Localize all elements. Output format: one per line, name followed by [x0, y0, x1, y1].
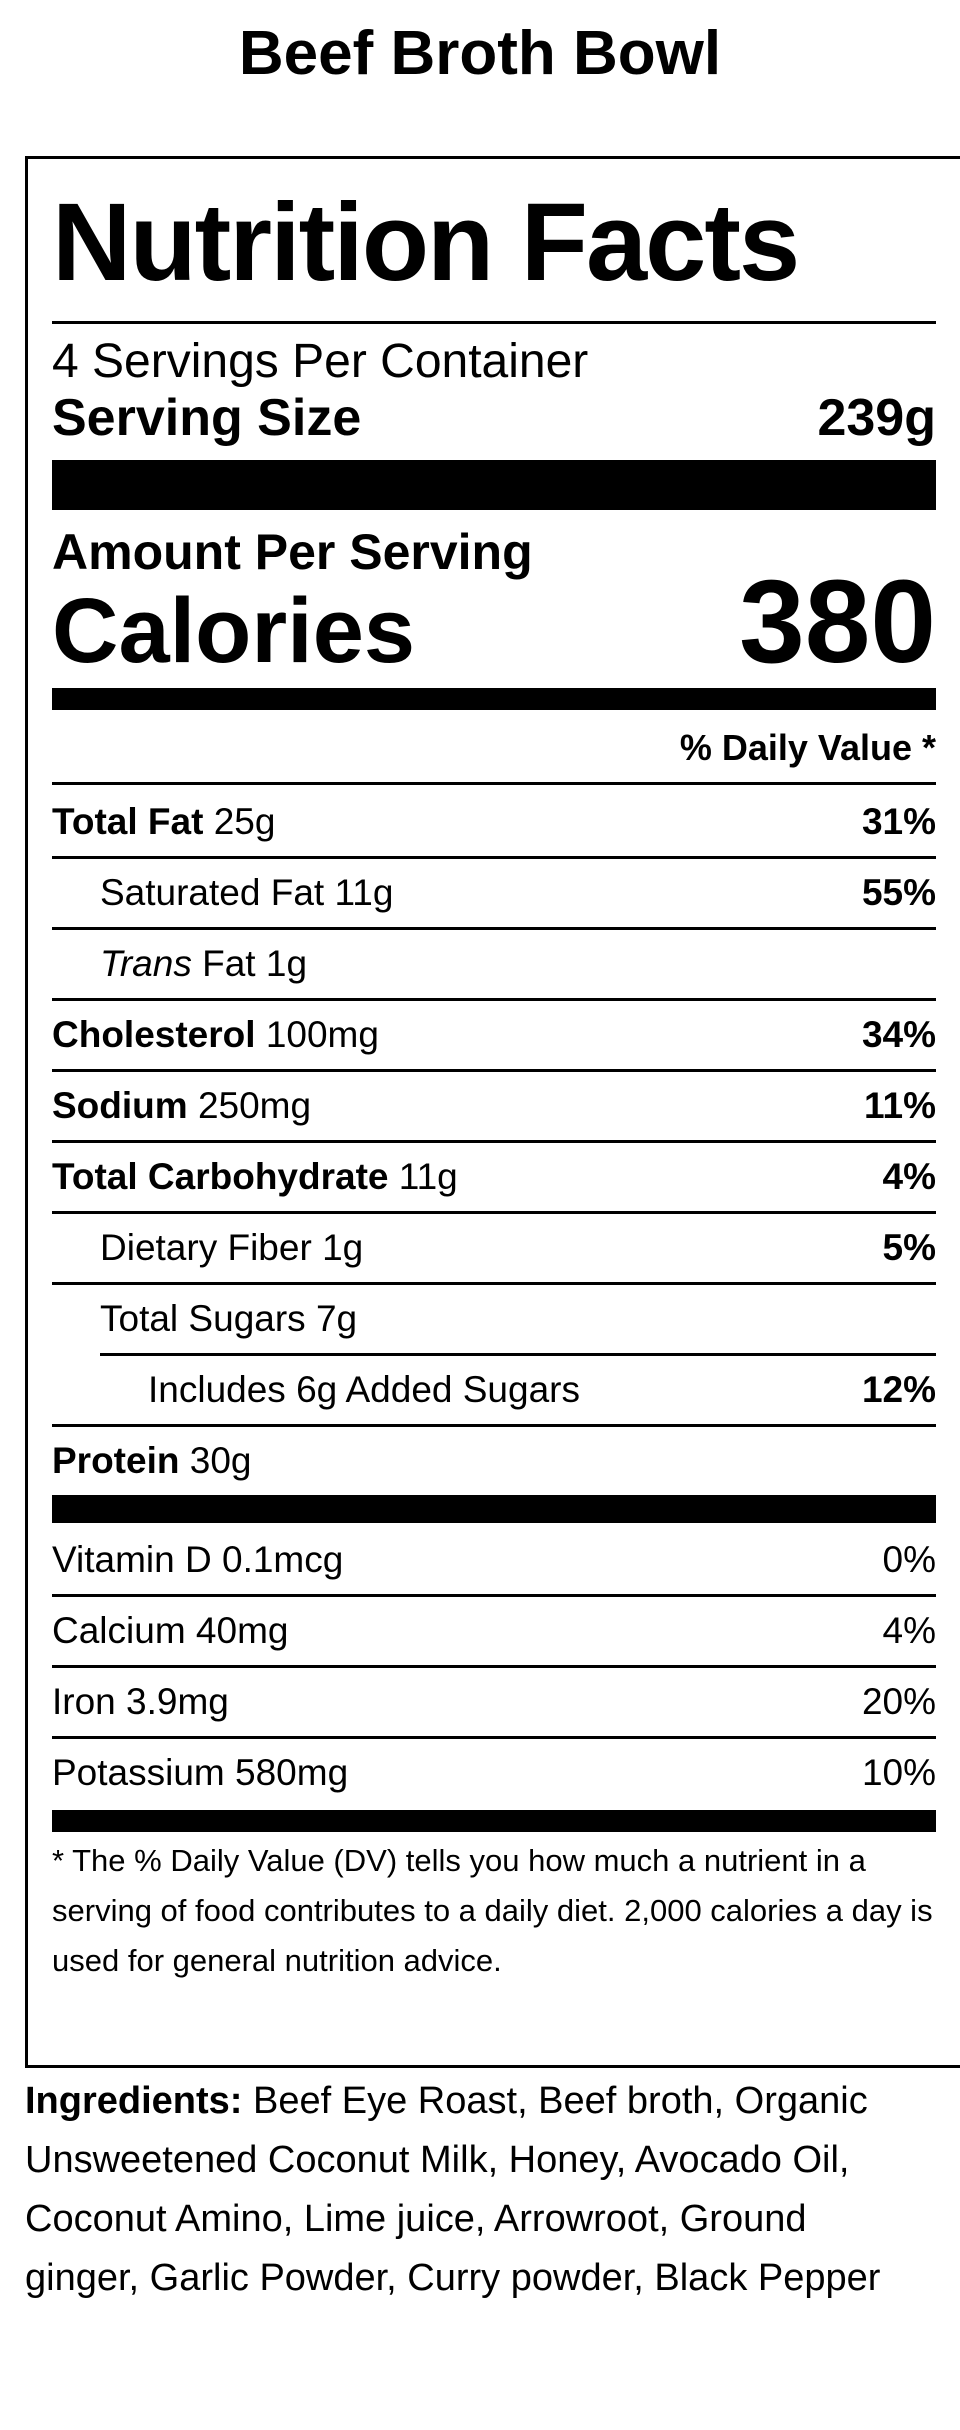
daily-value-header: % Daily Value *: [52, 710, 936, 785]
nutrient-row: Calcium 40mg 4%: [52, 1594, 936, 1665]
nutrient-name-group: Sodium 250mg: [52, 1069, 311, 1140]
nutrient-name: Protein: [52, 1440, 180, 1481]
nutrient-name-group: Cholesterol 100mg: [52, 998, 379, 1069]
nutrient-amount: 11g: [398, 1156, 458, 1197]
daily-value: 11%: [863, 1085, 936, 1126]
footnote: * The % Daily Value (DV) tells you how m…: [52, 1843, 933, 1978]
calories: Calories 380: [52, 556, 936, 688]
daily-value: 0%: [882, 1539, 936, 1580]
nutrient-name-group: Vitamin D 0.1mcg: [52, 1523, 343, 1594]
nutrient-row: Total Carbohydrate 11g 4%: [52, 1140, 936, 1211]
nutrient-amount: 250mg: [197, 1085, 312, 1126]
nutrients: Total Fat 25g 31% Saturated Fat 11g 55% Tran…: [52, 785, 936, 1495]
nutrient-name: Total Fat: [52, 801, 204, 842]
nutrient-name-group: Calcium 40mg: [52, 1594, 288, 1665]
nutrient-row: Includes 6g Added Sugars 12%: [52, 1353, 936, 1424]
nutrient-name-group: Potassium 580mg: [52, 1736, 348, 1807]
nutrient-name: Fat: [202, 943, 256, 984]
nutrient-row: Saturated Fat 11g 55%: [52, 856, 936, 927]
servings: 4 Servings Per Container: [52, 335, 589, 388]
nutrient-name-group: Dietary Fiber 1g: [52, 1211, 363, 1282]
nutrient-amount: 25g: [213, 801, 276, 842]
daily-value: 5%: [882, 1227, 936, 1268]
daily-value: 4%: [882, 1156, 936, 1197]
nutrient-name-group: Protein 30g: [52, 1424, 251, 1495]
rule: [52, 1810, 936, 1832]
nutrient-name: Total Carbohydrate: [52, 1156, 389, 1197]
nutrient-name: Calcium: [52, 1610, 186, 1651]
nutrient-name-group: Iron 3.9mg: [52, 1665, 229, 1736]
nutrient-row: Protein 30g: [52, 1424, 936, 1495]
nutrient-name: Includes 6g Added Sugars: [148, 1369, 580, 1410]
nutrient-name-group: Total Carbohydrate 11g: [52, 1140, 458, 1211]
nutrient-row: Potassium 580mg 10%: [52, 1736, 936, 1807]
ingredients-text: Beef Eye Roast, Beef broth, Organic Unsw…: [25, 2080, 881, 2299]
serving-size-label: Serving Size: [52, 389, 362, 447]
daily-value: 10%: [861, 1752, 936, 1793]
nutrient-amount: 1g: [322, 1227, 364, 1268]
amount-per-serving: Amount Per Serving: [52, 524, 533, 580]
nutrient-amount: 1g: [265, 943, 308, 984]
nutrient-row: Iron 3.9mg 20%: [52, 1665, 936, 1736]
ingredients-label: Ingredients:: [25, 2080, 243, 2122]
nutrient-name: Saturated Fat: [100, 872, 325, 913]
serving-size-value: 239g: [817, 389, 936, 447]
nutrient-amount: 40mg: [195, 1610, 289, 1651]
daily-value: 55%: [861, 872, 936, 913]
nutrient-name-group: Total Fat 25g: [52, 785, 275, 856]
nutrient-amount: 11g: [334, 872, 394, 913]
nutrient-amount: 100mg: [265, 1014, 379, 1055]
nutrient-name: Total Sugars: [100, 1298, 306, 1339]
nutrient-name: Dietary Fiber: [100, 1227, 312, 1268]
nutrient-amount: 580mg: [235, 1752, 349, 1793]
nutrient-name: Potassium: [52, 1752, 225, 1793]
nutrient-name: Cholesterol: [52, 1014, 256, 1055]
nutrient-row: Cholesterol 100mg 34%: [52, 998, 936, 1069]
product-title: Beef Broth Bowl: [238, 19, 722, 88]
calories-label: Calories: [52, 580, 416, 682]
nutrient-row: Vitamin D 0.1mcg 0%: [52, 1523, 936, 1594]
nutrient-row: Total Sugars 7g: [52, 1282, 936, 1353]
nutrient-name-group: Includes 6g Added Sugars: [52, 1353, 580, 1424]
nutrient-name-group: Trans Fat 1g: [52, 927, 307, 998]
nutrient-row: Trans Fat 1g: [52, 927, 936, 998]
serving-size: Serving Size 239g: [52, 386, 936, 450]
heading: Nutrition Facts: [52, 159, 936, 324]
nutrient-name-group: Total Sugars 7g: [52, 1282, 357, 1353]
rule: [52, 688, 936, 710]
nutrient-amount: 30g: [189, 1440, 252, 1481]
daily-value: 20%: [861, 1681, 936, 1722]
daily-value: 34%: [861, 1014, 936, 1055]
nutrition-label: Nutrition Facts 4 Servings Per Container…: [25, 156, 960, 2068]
nutrient-amount: 0.1mcg: [222, 1539, 344, 1580]
rule: [52, 1495, 936, 1523]
nutrient-amount: 7g: [315, 1298, 358, 1339]
vitamins: Vitamin D 0.1mcg 0% Calcium 40mg 4% Iron 3.9…: [52, 1523, 936, 1807]
daily-value: 4%: [882, 1610, 936, 1651]
daily-value: 12%: [861, 1369, 936, 1410]
nutrient-row: Total Fat 25g 31%: [52, 785, 936, 856]
daily-value: 31%: [861, 801, 936, 842]
nutrient-name: Sodium: [52, 1085, 188, 1126]
nutrient-name: Iron: [52, 1681, 116, 1722]
nutrient-row: Dietary Fiber 1g 5%: [52, 1211, 936, 1282]
nutrient-name: Vitamin D: [52, 1539, 212, 1580]
ingredients: Ingredients: Beef Eye Roast, Beef broth,…: [25, 2072, 925, 2308]
nutrient-row: Sodium 250mg 11%: [52, 1069, 936, 1140]
nutrient-amount: 3.9mg: [126, 1681, 229, 1722]
rule: [52, 460, 936, 510]
calories-value: 380: [739, 556, 936, 688]
nutrient-name-group: Saturated Fat 11g: [52, 856, 393, 927]
nutrient-name-prefix: Trans: [100, 943, 192, 984]
